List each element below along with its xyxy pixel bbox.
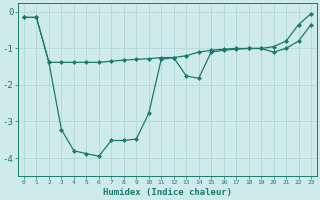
X-axis label: Humidex (Indice chaleur): Humidex (Indice chaleur) (103, 188, 232, 197)
